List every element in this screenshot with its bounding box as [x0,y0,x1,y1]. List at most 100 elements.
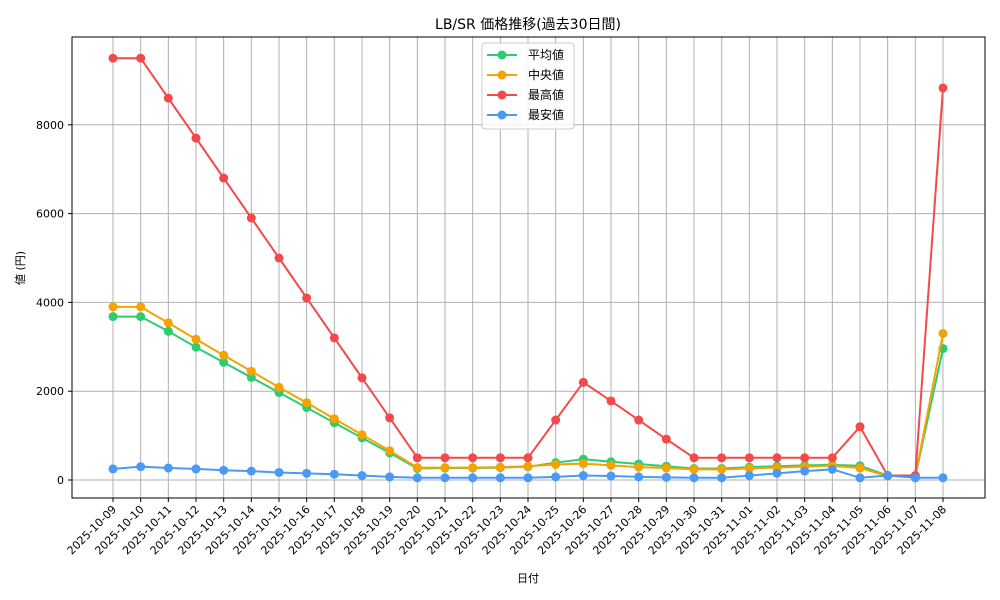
data-point [163,463,173,473]
data-point [219,357,229,367]
data-point [108,302,118,312]
chart-title: LB/SR 価格推移(過去30日間) [435,17,621,33]
legend-marker-icon [497,90,507,100]
data-point [412,463,422,473]
data-point [163,318,173,328]
data-point [357,471,367,481]
x-axis-ticks: 2025-10-092025-10-102025-10-112025-10-12… [65,498,949,557]
data-point [938,83,948,93]
data-point [495,473,505,483]
data-point [468,473,478,483]
legend-marker-icon [497,70,507,80]
data-point [578,377,588,387]
data-point [329,414,339,424]
data-point [191,133,201,143]
data-point [606,396,616,406]
data-point [191,464,201,474]
data-point [495,453,505,463]
data-point [468,453,478,463]
series-line [108,462,948,483]
data-point [661,434,671,444]
data-point [246,372,256,382]
data-point [634,462,644,472]
data-point [274,253,284,263]
data-point [938,328,948,338]
data-point [717,464,727,474]
legend-label: 中央値 [528,67,564,82]
data-point [108,464,118,474]
grid-lines [72,37,985,498]
series-line [108,53,948,481]
y-axis-ticks: 0 2000 4000 6000 8000 [36,119,72,487]
data-point [219,173,229,183]
y-tick-label: 2000 [36,385,64,398]
data-point [855,422,865,432]
legend-marker-icon [497,50,507,60]
legend-label: 最高値 [528,87,564,102]
data-point [744,453,754,463]
data-point [578,471,588,481]
data-point [246,366,256,376]
data-point [661,463,671,473]
data-point [551,415,561,425]
y-tick-label: 6000 [36,208,64,221]
data-point [246,213,256,223]
data-point [329,333,339,343]
data-point [827,453,837,463]
data-point [412,473,422,483]
data-point [606,460,616,470]
data-point [440,463,450,473]
data-point [108,53,118,63]
data-point [329,469,339,479]
data-point [274,382,284,392]
data-point [606,471,616,481]
legend-label: 最安値 [528,107,564,122]
data-point [219,465,229,475]
data-point [910,473,920,483]
data-point [744,463,754,473]
data-point [661,472,671,482]
data-point [163,326,173,336]
y-tick-label: 8000 [36,119,64,132]
data-point [302,398,312,408]
legend-label: 平均値 [528,47,564,62]
data-point [412,453,422,463]
data-point [274,467,284,477]
data-point [440,453,450,463]
data-point [191,342,201,352]
data-point [136,312,146,322]
data-point [108,312,118,322]
data-point [468,463,478,473]
data-point [302,293,312,303]
data-point [634,472,644,482]
legend-box [481,42,575,130]
data-point [717,453,727,463]
data-point [800,453,810,463]
legend-marker-icon [497,110,507,120]
data-point [523,473,533,483]
data-point [551,472,561,482]
data-point [302,468,312,478]
data-point [246,466,256,476]
data-point [495,462,505,472]
data-point [855,463,865,473]
data-point [883,471,893,481]
data-point [136,462,146,472]
data-point [440,473,450,483]
data-point [385,472,395,482]
data-point [800,466,810,476]
y-tick-label: 4000 [36,296,64,309]
data-point [855,473,865,483]
data-point [163,93,173,103]
data-point [827,464,837,474]
data-series [108,53,948,483]
data-point [717,473,727,483]
y-axis-label: 値 (円) [14,251,27,285]
data-point [689,453,699,463]
data-point [523,461,533,471]
data-point [772,468,782,478]
data-point [136,53,146,63]
data-point [385,413,395,423]
data-point [219,350,229,360]
